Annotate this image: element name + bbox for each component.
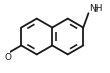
Text: O: O <box>4 52 11 62</box>
Text: NH: NH <box>89 4 102 13</box>
Text: 2: 2 <box>94 7 98 13</box>
